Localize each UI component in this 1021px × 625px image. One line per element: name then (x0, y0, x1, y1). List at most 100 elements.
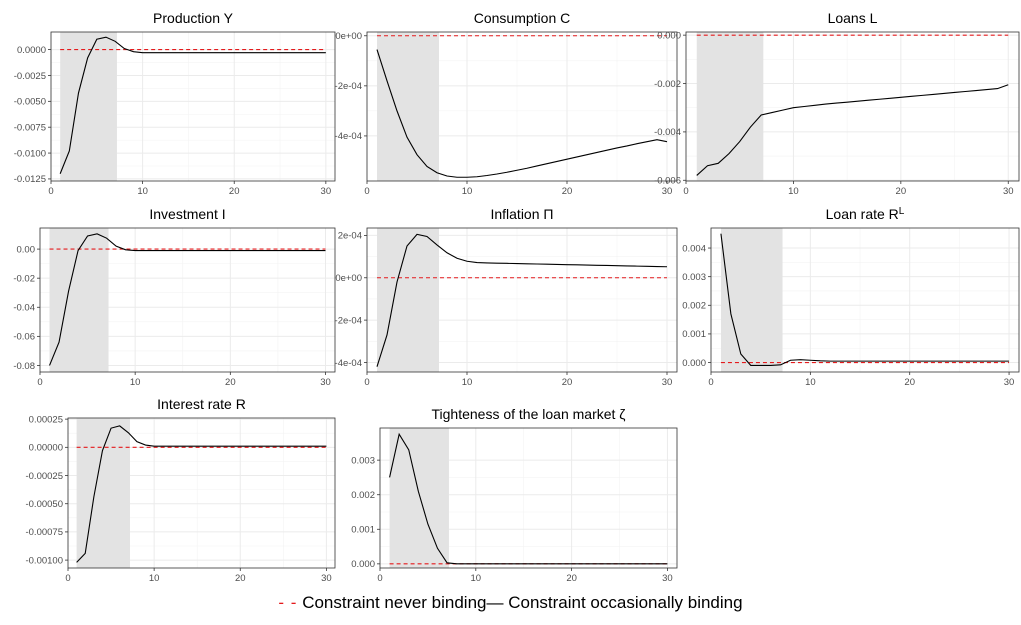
y-tick-label: -0.08 (13, 361, 35, 372)
y-tick-label: -0.02 (13, 273, 35, 284)
x-tick-label: 10 (788, 186, 799, 197)
binding-period-shade (60, 32, 117, 181)
x-tick-label: 10 (137, 186, 148, 197)
series-line-occasionally-binding (76, 425, 327, 563)
panel-border (685, 31, 1020, 182)
y-tick-label: -0.004 (654, 127, 681, 138)
y-tick-label: 0.000 (682, 358, 706, 369)
panel-7: 0 10 20 30 0.00025 0.00000 -0.00025 -0.00050 -0.… (25, 396, 336, 584)
y-tick-label: 0.00 (17, 244, 36, 255)
series-line-occasionally-binding (720, 233, 1010, 366)
y-tick-label: 0.002 (682, 301, 706, 312)
y-tick-label: -2e-04 (335, 81, 362, 92)
panel-3: 0 10 20 30 0.000 -0.002 -0.004 -0.006 Loans L (654, 10, 1020, 197)
panel-title: Tighteness of the loan market ζ (432, 406, 626, 422)
panel-2: 0 10 20 30 0e+00 -2e-04 -4e-04 Consumption C (335, 10, 678, 197)
x-tick-label: 0 (65, 573, 70, 584)
x-tick-label: 30 (321, 573, 332, 584)
x-tick-label: 10 (149, 573, 160, 584)
x-tick-label: 0 (683, 186, 688, 197)
y-tick-label: 0.000 (657, 30, 681, 41)
x-tick-label: 30 (1004, 377, 1015, 388)
x-tick-label: 0 (364, 186, 369, 197)
panel-title: Loans L (828, 10, 878, 26)
y-tick-label: 0.003 (351, 455, 375, 466)
binding-period-shade (389, 428, 449, 568)
x-tick-label: 0 (377, 573, 382, 584)
panel-6: 0 10 20 30 0.004 0.003 0.002 0.001 0.000 Loan rat… (682, 206, 1020, 388)
binding-period-shade (377, 32, 439, 181)
series-line-occasionally-binding (389, 432, 668, 565)
legend-label-occasionally-binding: Constraint occasionally binding (508, 593, 743, 612)
y-tick-label: 2e-04 (338, 231, 362, 242)
x-tick-label: 10 (462, 186, 473, 197)
y-tick-label: 0.003 (682, 272, 706, 283)
series-line-occasionally-binding (376, 49, 668, 178)
panel-8: 0 10 20 30 0.003 0.002 0.001 0.000 Tighteness of… (351, 406, 678, 584)
y-tick-label: -2e-04 (335, 315, 362, 326)
panel-5: 0 10 20 30 2e-04 0e+00 -2e-04 -4e-04 Inflation Π (335, 206, 678, 388)
legend-label-never-binding: Constraint never binding (302, 593, 487, 612)
panel-border (39, 227, 336, 373)
y-tick-label: -0.006 (654, 176, 681, 187)
x-tick-label: 20 (566, 573, 577, 584)
binding-period-shade (377, 228, 439, 372)
y-tick-label: 0.00000 (29, 443, 63, 454)
panel-title: Consumption C (474, 10, 571, 26)
panel-border (710, 227, 1020, 373)
panel-title: Loan rate RL (826, 206, 905, 222)
y-tick-label: -0.06 (13, 332, 35, 343)
x-tick-label: 10 (471, 573, 482, 584)
figure: 0 10 20 300.0000-0.0025-0.0050-0.0075-0.010… (13, 10, 1020, 584)
panel-4: 0 10 20 30 0.00 -0.02 -0.04 -0.06 -0.08 Investmen… (13, 206, 336, 388)
x-tick-label: 0 (364, 377, 369, 388)
panel-border (50, 31, 336, 182)
panel-title: Production Y (153, 10, 234, 26)
y-tick-label: -0.0050 (14, 97, 46, 108)
panel-title: Investment I (149, 206, 225, 222)
panel-border (379, 427, 678, 569)
y-tick-label: 0.001 (682, 329, 706, 340)
panel-border (67, 417, 336, 569)
y-tick-label: -0.00050 (25, 499, 63, 510)
series-line-occasionally-binding (696, 84, 1009, 176)
y-tick-label: -0.002 (654, 79, 681, 90)
x-tick-label: 30 (662, 186, 673, 197)
legend: - - Constraint never binding — Constrain… (0, 593, 1021, 613)
y-tick-label: -0.04 (13, 303, 35, 314)
y-tick-label: 0e+00 (335, 273, 362, 284)
binding-period-shade (49, 228, 109, 372)
panel-title: Interest rate R (157, 396, 246, 412)
x-tick-label: 20 (562, 186, 573, 197)
solid-line-swatch-icon: — (486, 593, 504, 612)
binding-period-shade (76, 418, 131, 568)
x-tick-label: 30 (321, 186, 332, 197)
binding-period-shade (696, 32, 764, 181)
y-tick-label: 0.000 (351, 559, 375, 570)
x-tick-label: 10 (462, 377, 473, 388)
x-tick-label: 20 (904, 377, 915, 388)
panel-title: Inflation Π (490, 206, 553, 222)
y-tick-label: 0.001 (351, 525, 375, 536)
y-tick-label: -4e-04 (335, 358, 362, 369)
panel-border (366, 227, 678, 373)
series-line-occasionally-binding (49, 233, 326, 366)
x-tick-label: 10 (805, 377, 816, 388)
series-line-occasionally-binding (376, 233, 668, 367)
x-tick-label: 0 (48, 186, 53, 197)
y-tick-label: 0.00025 (29, 414, 63, 425)
x-tick-label: 20 (896, 186, 907, 197)
x-tick-label: 10 (130, 377, 141, 388)
y-tick-label: 0.0000 (17, 45, 46, 56)
y-tick-label: 0.004 (682, 243, 706, 254)
panel-title-superscript: L (899, 206, 905, 217)
x-tick-label: 30 (662, 377, 673, 388)
x-tick-label: 20 (562, 377, 573, 388)
binding-period-shade (720, 228, 783, 372)
series-line-occasionally-binding (59, 36, 326, 174)
y-tick-label: -0.00075 (25, 527, 63, 538)
x-tick-label: 0 (708, 377, 713, 388)
x-tick-label: 30 (320, 377, 331, 388)
panel-border (366, 31, 678, 182)
x-tick-label: 20 (225, 377, 236, 388)
